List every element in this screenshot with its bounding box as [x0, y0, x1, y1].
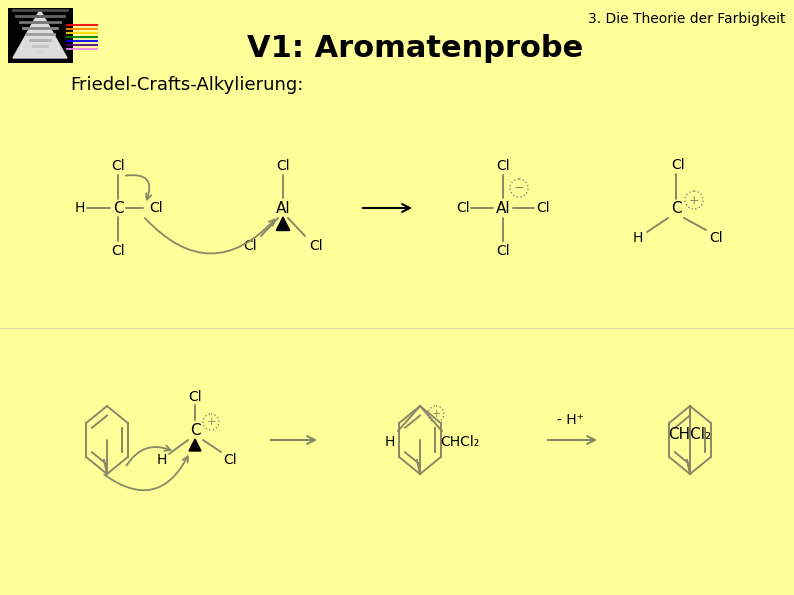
Text: Cl: Cl: [243, 239, 256, 253]
Text: Friedel-Crafts-Alkylierung:: Friedel-Crafts-Alkylierung:: [70, 76, 303, 94]
Text: Al: Al: [276, 201, 291, 215]
Text: Cl: Cl: [496, 159, 510, 173]
Text: CHCl₂: CHCl₂: [441, 435, 480, 449]
Text: Cl: Cl: [223, 453, 237, 467]
Text: Cl: Cl: [149, 201, 163, 215]
Text: Cl: Cl: [111, 244, 125, 258]
Text: C: C: [113, 201, 123, 215]
Text: C: C: [671, 201, 681, 215]
Polygon shape: [13, 10, 67, 58]
Text: CHCl₂: CHCl₂: [669, 427, 711, 441]
Text: Cl: Cl: [457, 201, 470, 215]
Text: - H⁺: - H⁺: [557, 413, 584, 427]
Bar: [8, 8, 73, 63]
Text: Cl: Cl: [276, 159, 290, 173]
Polygon shape: [189, 439, 201, 451]
Text: H: H: [156, 453, 168, 467]
Text: −: −: [514, 181, 524, 195]
Text: +: +: [688, 193, 700, 206]
Text: H: H: [385, 435, 395, 449]
Text: +: +: [206, 417, 216, 427]
Text: Cl: Cl: [188, 390, 202, 404]
Text: Cl: Cl: [496, 244, 510, 258]
Text: V1: Aromatenprobe: V1: Aromatenprobe: [247, 33, 583, 62]
Text: Al: Al: [495, 201, 511, 215]
Text: Cl: Cl: [536, 201, 549, 215]
Text: +: +: [431, 409, 441, 419]
Text: 3. Die Theorie der Farbigkeit: 3. Die Theorie der Farbigkeit: [588, 12, 786, 26]
Text: C: C: [190, 422, 200, 437]
Text: H: H: [75, 201, 85, 215]
Text: Cl: Cl: [671, 158, 684, 172]
Text: H: H: [633, 231, 643, 245]
Text: Cl: Cl: [709, 231, 723, 245]
Text: Cl: Cl: [111, 159, 125, 173]
Polygon shape: [276, 217, 290, 230]
Text: Cl: Cl: [309, 239, 323, 253]
